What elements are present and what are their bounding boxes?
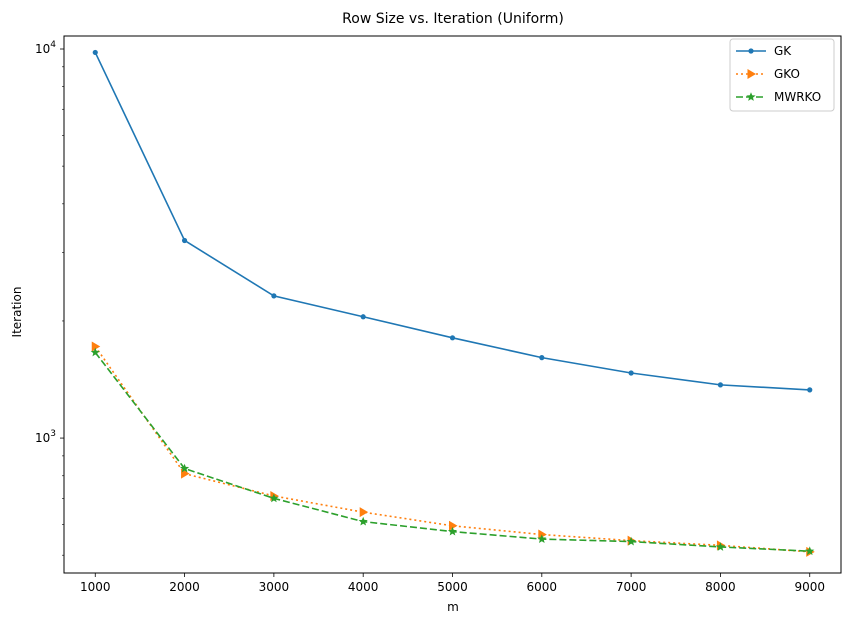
legend-label-mwrko: MWRKO <box>774 90 821 104</box>
plot-area: 1000 2000 3000 4000 5000 6000 7000 8000 9000 103 1… <box>35 35 842 594</box>
data-point-gk <box>271 293 277 299</box>
legend-box <box>729 38 835 112</box>
data-point-gk <box>181 237 188 244</box>
data-point-gk <box>807 387 813 393</box>
data-point-mwrko <box>358 516 368 526</box>
data-point-mwrko <box>447 526 458 536</box>
x-tick-label: 4000 <box>348 580 379 594</box>
x-tick-label: 7000 <box>616 580 647 594</box>
data-point-mwrko <box>269 493 279 503</box>
legend-marker-gko <box>747 69 756 79</box>
series-line-gko <box>94 345 810 553</box>
data-point-gk <box>717 382 724 388</box>
data-point-mwrko <box>180 463 190 473</box>
x-tick-label: 3000 <box>259 580 290 594</box>
legend-label-gko: GKO <box>774 67 800 81</box>
y-tick-label: 104 <box>35 40 56 56</box>
data-point-gko <box>91 341 101 352</box>
data-point-mwrko <box>715 542 725 551</box>
data-point-gko <box>359 507 369 518</box>
data-point-gk <box>360 314 366 320</box>
data-point-gk <box>628 370 634 376</box>
x-tick-label: 2000 <box>169 580 200 594</box>
x-tick-label: 6000 <box>527 580 558 594</box>
chart-title: Row Size vs. Iteration (Uniform) <box>342 11 564 27</box>
data-point-mwrko <box>90 347 100 357</box>
x-axis-label: m <box>447 600 459 614</box>
data-point-gko <box>538 529 547 540</box>
data-point-gk <box>539 355 545 361</box>
legend-label-gk: GK <box>774 44 792 58</box>
y-axis-label: Iteration <box>10 287 24 338</box>
legend: GK GKO MWRKO <box>729 38 835 112</box>
data-point-mwrko <box>537 534 547 543</box>
x-tick-label: 9000 <box>794 580 825 594</box>
data-point-mwrko <box>805 546 815 556</box>
data-point-gk <box>92 49 98 56</box>
y-tick-label: 103 <box>35 429 56 445</box>
data-point-gk <box>449 335 456 341</box>
legend-marker-gk <box>748 48 754 54</box>
x-tick-label: 5000 <box>437 580 468 594</box>
data-point-gko <box>449 520 458 531</box>
x-tick-label: 1000 <box>80 580 111 594</box>
data-point-mwrko <box>626 536 636 546</box>
x-tick-label: 8000 <box>705 580 736 594</box>
legend-marker-mwrko <box>746 92 756 101</box>
